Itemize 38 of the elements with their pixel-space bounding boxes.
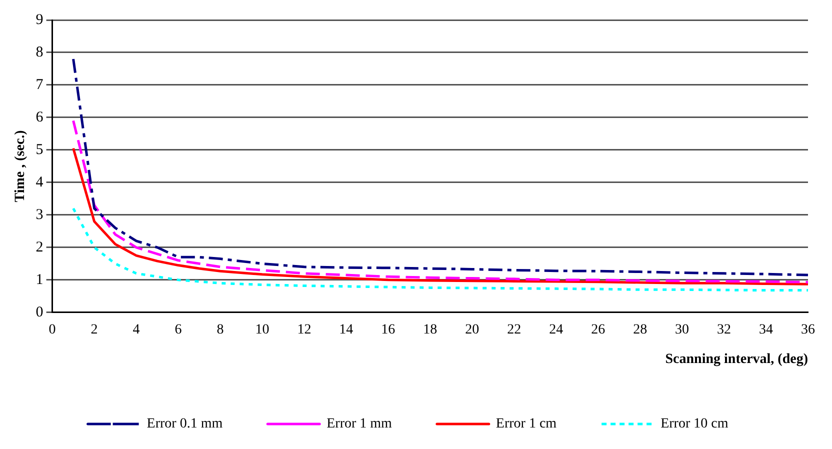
x-tick-label: 0	[48, 322, 56, 338]
x-tick-label: 2	[90, 322, 98, 338]
x-axis-title: Scanning interval, (deg)	[665, 352, 808, 368]
y-tick-label: 2	[36, 239, 44, 256]
x-tick-label: 14	[339, 322, 354, 338]
y-tick-label: 6	[36, 109, 44, 126]
y-tick-label: 3	[36, 206, 44, 223]
x-tick-label: 12	[297, 322, 312, 338]
legend-label: Error 1 mm	[326, 416, 392, 432]
line-series	[72, 207, 808, 292]
y-tick-label: 9	[36, 12, 44, 28]
y-tick-label: 7	[36, 76, 44, 93]
x-tick-label: 24	[549, 322, 564, 338]
y-tick-label: 8	[36, 44, 44, 60]
y-tick-label: 4	[36, 174, 44, 190]
x-tick-label: 20	[465, 322, 480, 338]
x-tick-label: 22	[507, 322, 522, 338]
x-tick-label: 34	[759, 322, 774, 338]
x-tick-label: 8	[216, 322, 224, 338]
legend-label: Error 1 cm	[496, 416, 557, 432]
x-tick-label: 36	[801, 322, 815, 338]
x-tick-label: 28	[633, 322, 648, 338]
legend-label: Error 0.1 mm	[146, 416, 223, 432]
x-tick-label: 16	[381, 322, 396, 338]
y-tick-label: 5	[36, 142, 44, 158]
x-tick-label: 18	[423, 322, 438, 338]
line-series	[72, 58, 808, 276]
x-tick-label: 30	[675, 322, 690, 338]
x-tick-label: 32	[717, 322, 732, 338]
legend-label: Error 10 cm	[660, 416, 728, 432]
x-tick-label: 6	[174, 322, 182, 338]
y-tick-label: 0	[36, 304, 44, 320]
x-tick-label: 4	[132, 322, 140, 338]
line-series	[72, 119, 808, 284]
y-tick-label: 1	[36, 272, 44, 288]
x-tick-label: 26	[591, 322, 606, 338]
y-axis-title: Time , (sec.)	[13, 130, 28, 202]
x-tick-label: 10	[255, 322, 270, 338]
